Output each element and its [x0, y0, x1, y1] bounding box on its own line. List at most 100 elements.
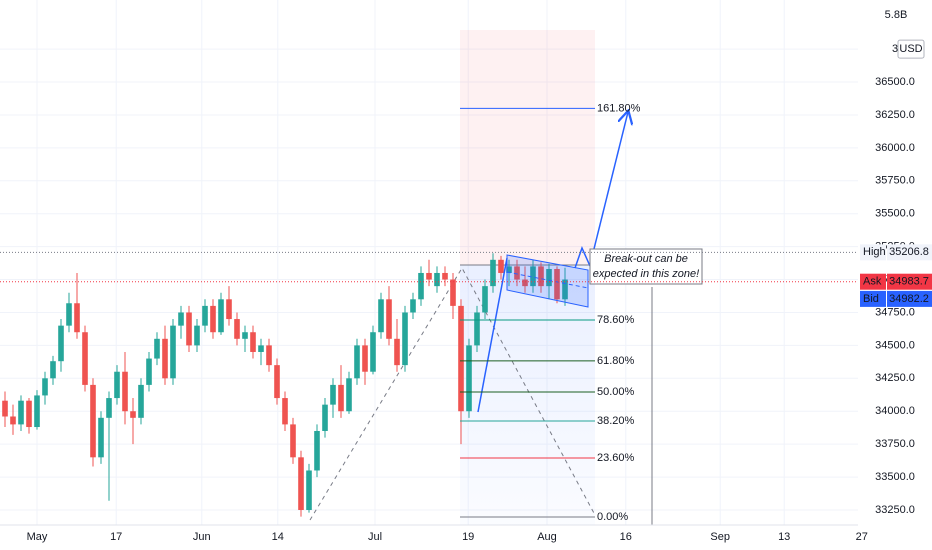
- callout-text: Break-out can be: [604, 253, 688, 265]
- candle-body: [442, 272, 448, 280]
- candle-body: [426, 272, 432, 280]
- callout-box: [589, 248, 703, 285]
- price-tag: 35206.8: [889, 246, 929, 258]
- candle-body: [34, 395, 40, 428]
- candle-body: [66, 303, 72, 326]
- candle-body: [90, 384, 96, 458]
- candle-body: [274, 365, 280, 399]
- candle-body: [410, 299, 416, 313]
- candle-body: [18, 400, 24, 425]
- callout-text: expected in this zone!: [593, 268, 699, 280]
- candle-body: [258, 345, 264, 352]
- candle-body: [514, 266, 520, 280]
- channel: [506, 254, 589, 308]
- candle-body: [314, 430, 320, 471]
- candle-body: [554, 269, 560, 300]
- candle-body: [466, 345, 472, 412]
- x-tick-label: 19: [462, 531, 474, 543]
- candle-body: [74, 303, 80, 333]
- candle-body: [82, 332, 88, 385]
- breakout-mark: [574, 245, 591, 269]
- price-tag-bg: [887, 290, 932, 307]
- candle-body: [122, 371, 128, 412]
- zigzag: [309, 266, 596, 521]
- arrow-up: [477, 257, 508, 413]
- candle-body: [210, 305, 216, 333]
- y-tick-label: 34000.0: [875, 405, 915, 417]
- candle-body: [474, 312, 480, 346]
- volume-label: 5.8B: [885, 9, 908, 21]
- candle-body: [362, 345, 368, 372]
- y-tick-label: 33250.0: [875, 504, 915, 516]
- candle-body: [242, 332, 248, 339]
- candle-body: [538, 266, 544, 287]
- candle-body: [178, 312, 184, 326]
- candles: [2, 253, 568, 517]
- candle-body: [298, 457, 304, 510]
- y-tick-label: 34750.0: [875, 306, 915, 318]
- x-tick-label: 16: [620, 531, 632, 543]
- y-tick-label: 34250.0: [875, 372, 915, 384]
- candle-body: [194, 325, 200, 346]
- price-tag-name: Bid: [863, 293, 879, 305]
- fib-label: 0.00%: [597, 511, 628, 523]
- candle-body: [450, 279, 456, 306]
- overlay: 161.80% 78.60% 61.80% 50.00% 38.20% 23.60% 0.0…: [0, 102, 858, 523]
- candle-body: [186, 312, 192, 346]
- axes: 33250.0 33500.0 33750.0 34000.0 34250.0 34500…: [27, 39, 932, 543]
- candle-body: [26, 400, 32, 428]
- candle-body: [394, 338, 400, 366]
- x-tick-label: 13: [778, 531, 790, 543]
- grid: [0, 0, 863, 525]
- candle-body: [218, 299, 224, 333]
- candle-body: [506, 266, 512, 273]
- candle-body: [106, 398, 112, 418]
- candle-body: [530, 266, 536, 287]
- drawings: [309, 30, 653, 525]
- x-tick-label: Jun: [193, 531, 211, 543]
- candle-body: [282, 398, 288, 425]
- x-tick-label: May: [27, 531, 48, 543]
- y-tick-label: 36250.0: [875, 109, 915, 121]
- price-tag-bg: [887, 273, 932, 290]
- candle-body: [338, 384, 344, 412]
- y-tick-label: 3: [892, 43, 898, 55]
- candle-body: [370, 332, 376, 372]
- candle-body: [114, 371, 120, 399]
- candle-body: [146, 358, 152, 385]
- candle-body: [98, 417, 104, 458]
- candle-body: [50, 361, 56, 379]
- time-axis: [0, 525, 858, 550]
- price-tag-bg: [887, 244, 932, 261]
- target-arrow: [589, 112, 628, 266]
- candle-body: [386, 299, 392, 339]
- candle-body: [130, 411, 136, 418]
- fib-label: 23.60%: [597, 452, 635, 464]
- price-tag-name-bg: [860, 290, 886, 307]
- candle-body: [402, 312, 408, 366]
- fib-label: 78.60%: [597, 314, 635, 326]
- candle-body: [226, 299, 232, 320]
- candle-body: [546, 269, 552, 287]
- price-tag-name: Ask: [863, 276, 882, 288]
- candle-body: [458, 305, 464, 412]
- candle-body: [138, 384, 144, 418]
- fib-zone-upper: [460, 30, 595, 265]
- price-tag: 34982.2: [889, 293, 929, 305]
- y-tick-label: 33500.0: [875, 471, 915, 483]
- candle-body: [234, 319, 240, 339]
- candle-body: [2, 400, 8, 417]
- candle-body: [10, 416, 16, 425]
- x-tick-label: 27: [856, 531, 868, 543]
- candle-body: [418, 272, 424, 300]
- x-tick-label: Aug: [537, 531, 557, 543]
- candle-body: [346, 378, 352, 412]
- candle-body: [266, 345, 272, 366]
- candle-body: [490, 259, 496, 287]
- candle-body: [170, 325, 176, 379]
- fib-label: 50.00%: [597, 386, 635, 398]
- candle-body: [202, 305, 208, 326]
- y-tick-label: 33750.0: [875, 438, 915, 450]
- price-tag-name-bg: [860, 273, 886, 290]
